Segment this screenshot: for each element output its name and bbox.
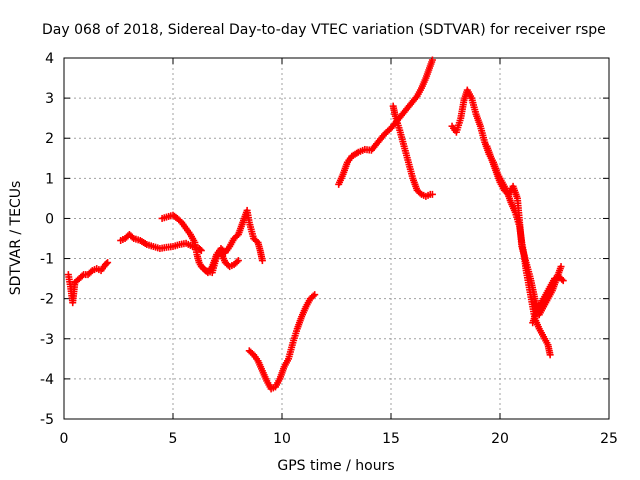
data-point xyxy=(87,268,95,276)
y-tick-label: 0 xyxy=(45,211,54,227)
y-tick-label: 2 xyxy=(45,131,54,147)
x-tick-label: 25 xyxy=(600,431,618,447)
data-point xyxy=(234,257,242,265)
x-tick-label: 10 xyxy=(273,431,291,447)
data-point xyxy=(103,260,111,268)
x-tick-label: 15 xyxy=(382,431,400,447)
data-point xyxy=(233,258,241,266)
data-point xyxy=(559,277,567,285)
plot-grid xyxy=(64,58,609,419)
x-axis-label: GPS time / hours xyxy=(277,458,394,474)
data-point xyxy=(197,247,205,255)
x-tick-label: 0 xyxy=(60,431,69,447)
data-point xyxy=(78,272,86,280)
y-tick-label: 1 xyxy=(45,171,54,187)
data-point xyxy=(558,275,566,283)
data-point xyxy=(104,259,112,267)
y-tick-label: -4 xyxy=(40,372,54,388)
data-point xyxy=(311,291,319,299)
data-point xyxy=(128,233,136,241)
chart-title: Day 068 of 2018, Sidereal Day-to-day VTE… xyxy=(42,22,606,38)
data-point xyxy=(546,351,554,359)
y-tick-label: -2 xyxy=(40,292,54,308)
y-tick-label: 4 xyxy=(45,51,54,67)
y-tick-label: -3 xyxy=(40,332,54,348)
data-point xyxy=(557,263,565,271)
data-points xyxy=(64,56,567,393)
data-point xyxy=(309,292,317,300)
data-point xyxy=(258,257,266,265)
x-tick-label: 20 xyxy=(491,431,509,447)
data-point xyxy=(416,189,424,197)
data-point xyxy=(428,190,436,198)
y-tick-label: -5 xyxy=(40,412,54,428)
x-tick-label: 5 xyxy=(169,431,178,447)
data-point xyxy=(428,56,436,64)
y-tick-label: -1 xyxy=(40,252,54,268)
y-axis-label: SDTVAR / TECUs xyxy=(8,181,24,296)
y-tick-label: 3 xyxy=(45,91,54,107)
axis-ticks: 0 5 10 15 20 25 -5 -4 -3 -2 -1 0 1 2 3 4 xyxy=(40,51,618,447)
plot-frame xyxy=(63,57,610,420)
